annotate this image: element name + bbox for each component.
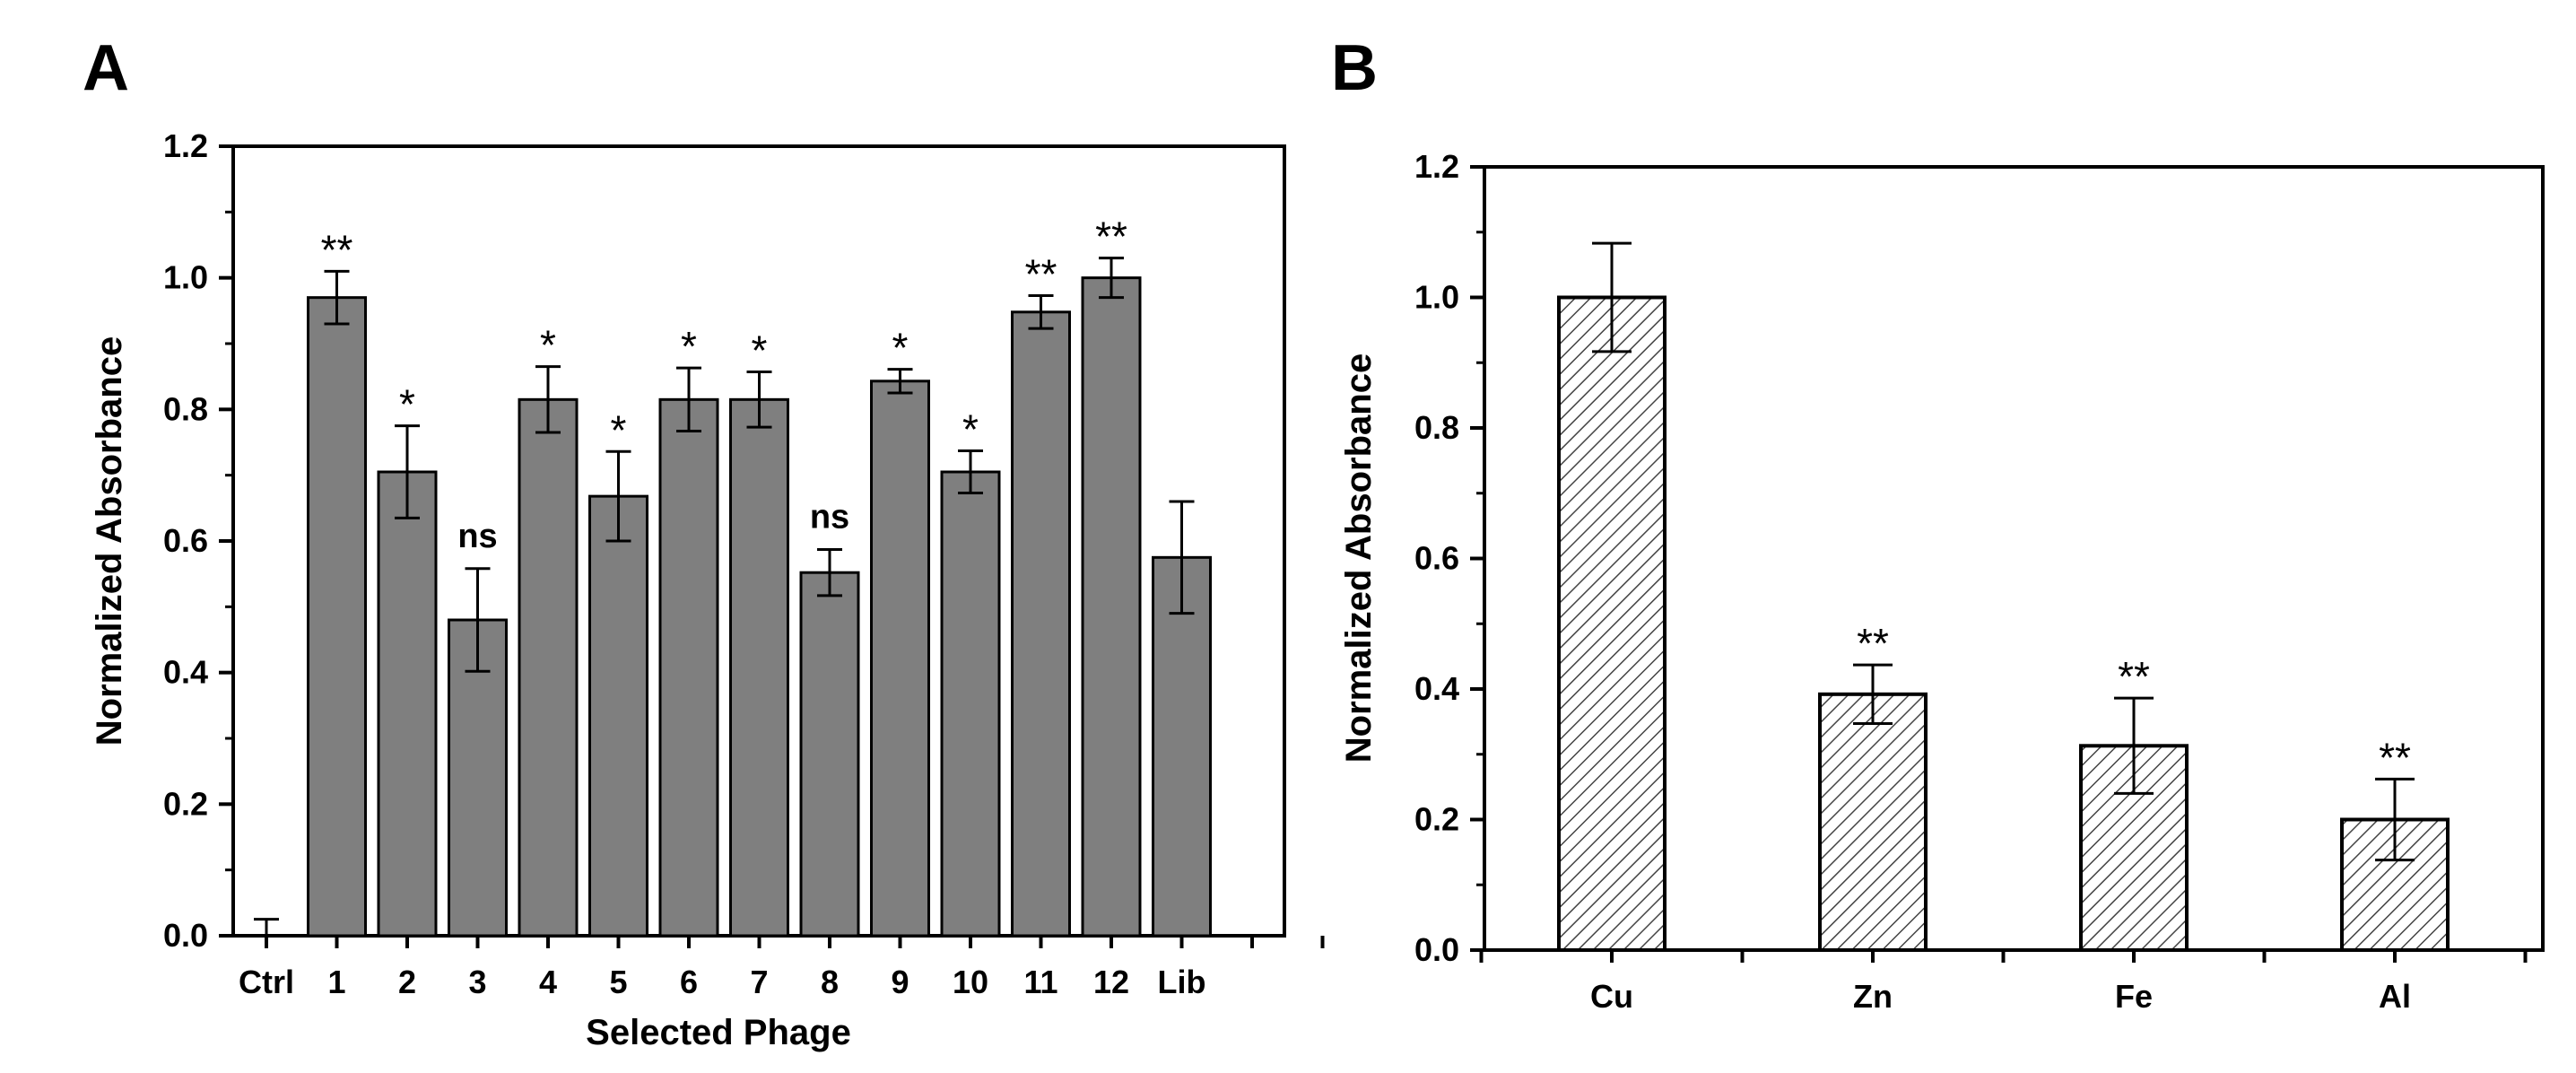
- x-tick-label: Zn: [1853, 978, 1893, 1015]
- x-tick-label: Cu: [1590, 978, 1633, 1015]
- x-tick-label: 1: [327, 964, 345, 1000]
- y-tick-label: 1.0: [163, 259, 208, 296]
- x-tick-label: 9: [891, 964, 909, 1000]
- bar-Lib: [1152, 555, 1212, 938]
- significance-label: **: [1025, 250, 1057, 297]
- bar-11: [1011, 310, 1071, 938]
- chart-a: A 0.00.20.40.60.81.01.2 Ctrl 1 2 3 4 5 6 7 8 9 10 1…: [83, 32, 1325, 1052]
- bar-5: [588, 494, 648, 938]
- panel-b-letter: B: [1331, 32, 1378, 104]
- significance-label: **: [321, 226, 353, 273]
- y-tick-label: 0.6: [163, 522, 208, 559]
- significance-label: **: [2379, 734, 2411, 781]
- x-tick-label: 7: [750, 964, 768, 1000]
- y-tick-label: 0.2: [163, 785, 208, 822]
- significance-label: *: [752, 327, 768, 374]
- y-tick-label: 0.8: [1414, 409, 1459, 446]
- chart-b: B 0.0 0.2 0.4 0.6 0.8 1.0 1.2 Cu Zn Fe Al ** **** …: [1331, 32, 2545, 1015]
- y-tick-label: 1.2: [1414, 148, 1459, 185]
- bar-Zn: [1818, 692, 1928, 952]
- chart-b-bars: ** ** **: [1557, 241, 2450, 952]
- significance-label: **: [1857, 620, 1889, 667]
- y-tick-label: 0.4: [1414, 670, 1459, 707]
- significance-label: **: [2118, 653, 2150, 700]
- bar-10: [940, 470, 1001, 938]
- chart-b-y-axis: 0.0 0.2 0.4 0.6 0.8 1.0 1.2: [1414, 148, 1484, 968]
- chart-a-x-axis: Ctrl 1 2 3 4 5 6 7 8 9 10 11 12 Lib: [239, 936, 1325, 1000]
- x-tick-label: Ctrl: [239, 964, 294, 1000]
- x-tick-label: 8: [821, 964, 839, 1000]
- significance-label: **: [1095, 214, 1127, 260]
- significance-label: ns: [810, 499, 849, 536]
- chart-a-y-axis: 0.0 0.2 0.4 0.6 0.8 1.0 1.2: [163, 127, 233, 954]
- bar-12: [1081, 276, 1142, 938]
- x-tick-label: 5: [609, 964, 627, 1000]
- significance-label: *: [611, 406, 627, 453]
- y-tick-label: 1.0: [1414, 279, 1459, 316]
- significance-label: *: [892, 325, 909, 371]
- significance-label: *: [540, 322, 556, 369]
- chart-a-bars: ***ns*** *ns******: [238, 214, 1212, 938]
- chart-b-ylabel: Normalized Absorbance: [1339, 353, 1379, 763]
- bar-2: [377, 470, 438, 938]
- bar-Cu: [1557, 295, 1667, 952]
- y-tick-label: 0.6: [1414, 540, 1459, 577]
- x-tick-label: 10: [953, 964, 988, 1000]
- y-tick-label: 0.4: [163, 654, 208, 691]
- y-tick-label: 0.0: [1414, 931, 1459, 968]
- bar-8: [799, 571, 860, 938]
- x-tick-label: 4: [539, 964, 557, 1000]
- bar-4: [518, 397, 579, 938]
- x-tick-label: Lib: [1158, 964, 1206, 1000]
- chart-b-x-axis: Cu Zn Fe Al: [1479, 950, 2528, 1015]
- y-tick-label: 1.2: [163, 127, 208, 164]
- y-tick-label: 0.2: [1414, 801, 1459, 838]
- y-tick-label: 0.8: [163, 390, 208, 427]
- bar-6: [658, 397, 719, 938]
- y-tick-label: 0.0: [163, 917, 208, 954]
- bar-1: [307, 296, 367, 938]
- significance-label: ns: [457, 518, 497, 555]
- significance-label: *: [399, 381, 415, 428]
- x-tick-label: Fe: [2115, 978, 2153, 1015]
- significance-label: *: [962, 406, 979, 453]
- x-tick-label: Al: [2379, 978, 2411, 1015]
- x-tick-label: 12: [1093, 964, 1129, 1000]
- x-tick-label: 11: [1023, 964, 1057, 1000]
- significance-label: *: [681, 323, 697, 370]
- x-tick-label: 6: [680, 964, 698, 1000]
- panel-a-letter: A: [83, 32, 129, 104]
- chart-a-xlabel: Selected Phage: [586, 1013, 851, 1052]
- x-tick-label: 3: [468, 964, 486, 1000]
- chart-a-ylabel: Normalized Absorbance: [90, 336, 129, 746]
- x-tick-label: 2: [398, 964, 416, 1000]
- bar-9: [870, 379, 930, 938]
- bar-7: [729, 397, 789, 938]
